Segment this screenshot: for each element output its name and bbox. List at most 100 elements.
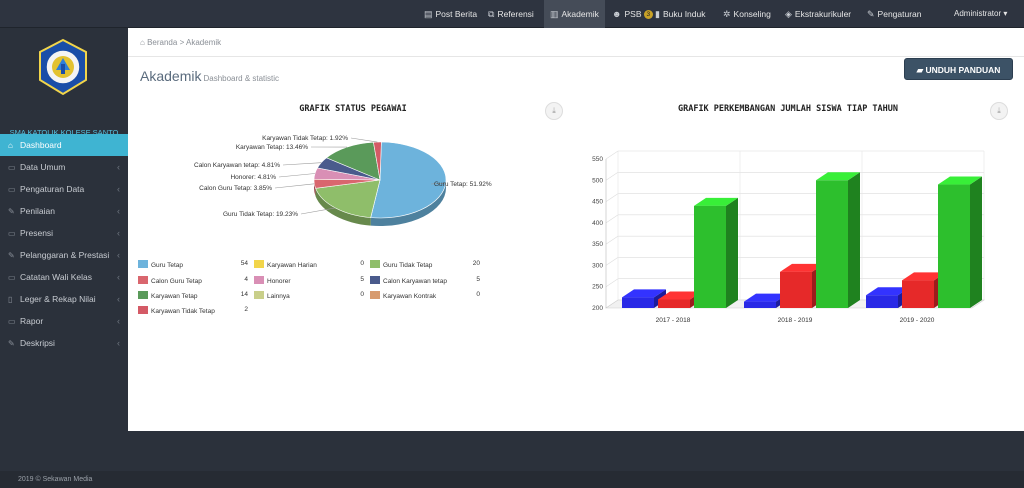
edit-icon: ✎ [8,207,15,216]
sidebar-item-pengaturan-data[interactable]: ▭ Pengaturan Data ‹ [0,178,128,200]
sidebar-item-deskripsi[interactable]: ✎ Deskripsi ‹ [0,332,128,354]
legend-value: 2 [244,306,248,313]
y-grid-diag [605,257,619,266]
sidebar-item-label: Leger & Rekap Nilai [20,294,96,304]
legend-karyawan-kontrak: Karyawan Kontrak 0 [370,291,480,300]
folder-icon: ▭ [8,163,16,172]
home-icon: ⌂ [140,38,145,47]
nav-post-berita[interactable]: ▤ Post Berita [420,0,481,28]
nav-konseling[interactable]: ✲ Konseling [719,0,775,28]
nav-label: Referensi [497,9,534,19]
bar-top [816,172,860,181]
breadcrumb-home[interactable]: Beranda [147,38,178,47]
legend-label: Calon Guru Tetap [151,278,202,285]
bar-top [622,289,666,298]
y-tick-label: 550 [592,156,603,163]
bar-chart-title: GRAFIK PERKEMBANGAN JUMLAH SISWA TIAP TA… [677,104,899,114]
sidebar-item-leger-rekap-nilai[interactable]: ▯ Leger & Rekap Nilai ‹ [0,288,128,310]
nav-akademik[interactable]: ▥ Akademik [544,0,605,28]
sidebar-item-pelanggaran-prestasi[interactable]: ✎ Pelanggaran & Prestasi ‹ [0,244,128,266]
pie-label-connector [282,162,322,166]
pie-slice-side [314,180,316,197]
page-title: Akademik Dashboard & statistic [140,68,279,84]
bar [866,295,898,308]
footer-text: 2019 © Sekawan Media [18,476,93,483]
legend-label: Lainnya [267,293,290,300]
legend-swatch [254,291,264,299]
user-menu[interactable]: Administrator ▾ [950,0,1011,28]
user-name: Administrator ▾ [954,9,1008,18]
legend-label: Karyawan Tidak Tetap [151,308,215,315]
legend-value: 0 [360,260,364,267]
nav-ekstrakurikuler[interactable]: ◈ Ekstrakurikuler [781,0,855,28]
spinner-icon: ✲ [723,9,731,19]
pie-label-connector [430,182,446,185]
nav-psb[interactable]: ☻ PSB 3 [608,0,657,28]
pie-slice-label: Karyawan Tetap: 13.46% [236,144,308,151]
sidebar-item-catatan-wali-kelas[interactable]: ▭ Catatan Wali Kelas ‹ [0,266,128,288]
legend-calon-guru-tetap: Calon Guru Tetap 4 [138,276,248,285]
users-icon: ☻ [612,9,622,19]
sidebar-item-data-umum[interactable]: ▭ Data Umum ‹ [0,156,128,178]
bar [694,205,726,308]
legend-swatch [254,276,264,284]
sidebar-item-presensi[interactable]: ▭ Presensi ‹ [0,222,128,244]
x-tick-label: 2018 - 2019 [778,317,813,324]
legend-swatch [138,291,148,299]
legend-swatch [370,291,380,299]
y-tick-label: 450 [592,199,603,206]
nav-label: Pengaturan [877,9,922,19]
y-tick-label: 500 [592,177,603,184]
edit-icon: ✎ [8,339,15,348]
chevron-left-icon: ‹ [117,162,120,172]
bar-side [848,172,860,308]
legend-swatch [370,260,380,268]
home-icon: ⌂ [8,141,13,150]
sidebar-item-penilaian[interactable]: ✎ Penilaian ‹ [0,200,128,222]
legend-swatch [138,276,148,284]
nav-pengaturan[interactable]: ✎ Pengaturan [863,0,926,28]
bar-top [658,291,702,300]
legend-guru-tidak-tetap: Guru Tidak Tetap 20 [370,260,480,269]
pie-label-connector [300,207,336,215]
download-guide-button[interactable]: ▰ UNDUH PANDUAN [904,58,1013,80]
page-subtitle: Dashboard & statistic [203,74,280,83]
chevron-left-icon: ‹ [117,184,120,194]
legend-label: Calon Karyawan tetap [383,278,447,285]
chevron-left-icon: ‹ [117,250,120,260]
newspaper-icon: ▤ [424,9,433,19]
bar-top [694,197,738,206]
sidebar-item-label: Pelanggaran & Prestasi [20,250,110,260]
bar [902,280,934,308]
bar-top [780,263,824,272]
legend-karyawan-tetap: Karyawan Tetap 14 [138,291,248,300]
school-logo [39,38,87,96]
bar [658,299,690,308]
legend-lainnya: Lainnya 0 [254,291,364,300]
legend-label: Karyawan Kontrak [383,293,437,300]
main-content: ⌂ Beranda > Akademik Akademik Dashboard &… [128,28,1024,431]
pie-slice-side [315,188,371,226]
bar-chart-download-icon[interactable]: ⤓ [990,102,1008,120]
building-icon: ▥ [550,9,559,19]
legend-karyawan-tidak-tetap: Karyawan Tidak Tetap 2 [138,306,248,315]
sidebar-item-dashboard[interactable]: ⌂ Dashboard [0,134,128,156]
bar-top [744,293,788,302]
legend-value: 5 [476,276,480,283]
legend-guru-tetap: Guru Tetap 54 [138,260,248,269]
pie-chart-download-icon[interactable]: ⤓ [545,102,563,120]
legend-value: 5 [360,276,364,283]
legend-swatch [370,276,380,284]
nav-referensi[interactable]: ⧉ Referensi [484,0,538,28]
pie-slice-side [370,180,446,226]
breadcrumb-bar [128,28,1024,57]
sidebar-item-rapor[interactable]: ▭ Rapor ‹ [0,310,128,332]
y-grid-diag [605,172,619,181]
nav-buku-induk[interactable]: ▮ Buku Induk [651,0,709,28]
sidebar-item-label: Data Umum [20,162,66,172]
y-tick-label: 350 [592,241,603,248]
pie-chart-title: GRAFIK STATUS PEGAWAI [299,104,407,114]
psb-badge: 3 [643,10,654,19]
x-tick-label: 2017 - 2018 [656,317,691,324]
legend-swatch [138,260,148,268]
